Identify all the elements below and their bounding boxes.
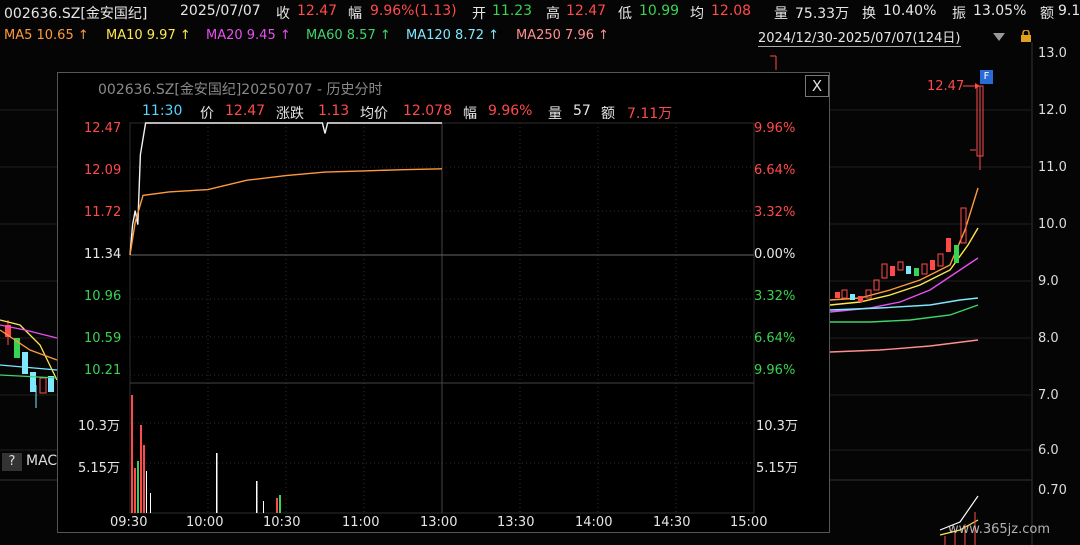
amount-label: 额 <box>1040 6 1054 22</box>
volume-value: 75.33万 <box>795 6 850 22</box>
info-avg: 12.078 <box>403 103 452 119</box>
axis-tick: 12.0 <box>1038 103 1067 118</box>
close-label: 收 <box>276 6 290 22</box>
time-tick: 14:00 <box>575 515 613 530</box>
right-pct-tick: 6.64% <box>754 163 796 178</box>
avg-value: 12.08 <box>711 3 752 19</box>
price-axis: 13.0 12.0 11.0 10.0 9.0 8.0 7.0 6.0 0.70 <box>1032 42 1080 545</box>
time-tick: 14:30 <box>653 515 691 530</box>
amplitude-value: 13.05% <box>973 3 1027 19</box>
open-value: 11.23 <box>492 3 533 19</box>
ma5-label: MA5 10.65 ↑ <box>4 28 89 43</box>
low-label: 低 <box>618 6 632 22</box>
info-vol-label: 量 <box>548 106 562 122</box>
right-candles <box>770 55 984 302</box>
axis-tick: 9.0 <box>1038 274 1059 289</box>
time-tick: 10:30 <box>263 515 301 530</box>
right-pct-tick: 0.00% <box>754 247 796 262</box>
time-tick: 10:00 <box>186 515 224 530</box>
kline-high-label: 12.47 <box>927 79 965 94</box>
time-tick: 09:30 <box>110 515 148 530</box>
info-amt-label: 额 <box>601 106 615 122</box>
info-price: 12.47 <box>225 103 266 119</box>
time-tick: 13:30 <box>497 515 535 530</box>
right-pct-tick: 9.96% <box>754 363 796 378</box>
volume-tick: 10.3万 <box>78 419 120 434</box>
amount-value: 9.1 <box>1058 3 1080 19</box>
left-price-tick: 10.21 <box>84 363 122 378</box>
range-dropdown-icon[interactable] <box>992 32 1006 42</box>
left-price-tick: 11.72 <box>84 205 122 220</box>
right-pct-tick: 3.32% <box>754 205 796 220</box>
avg-label: 均 <box>690 6 704 22</box>
f-badge[interactable]: F <box>980 70 993 84</box>
ma250-label: MA250 7.96 ↑ <box>516 28 610 43</box>
amplitude-label: 振 <box>952 6 966 22</box>
info-chg-label: 涨跌 <box>276 106 304 122</box>
popup-close-button[interactable]: X <box>805 75 829 97</box>
help-button[interactable]: ? <box>2 453 22 471</box>
info-price-label: 价 <box>200 106 214 122</box>
axis-tick: 6.0 <box>1038 443 1059 458</box>
close-value: 12.47 <box>297 3 338 19</box>
info-avg-label: 均价 <box>360 106 388 122</box>
quote-header: 002636.SZ[金安国纪] 2025/07/07 收 12.47 幅 9.9… <box>0 0 1080 24</box>
info-time: 11:30 <box>142 103 183 119</box>
change-label: 幅 <box>348 6 362 22</box>
ma60-label: MA60 8.57 ↑ <box>306 28 391 43</box>
macd-label[interactable]: MAC <box>26 453 58 469</box>
turnover-label: 换 <box>862 6 876 22</box>
right-pct-tick: 6.64% <box>754 331 796 346</box>
axis-tick: 0.70 <box>1038 483 1067 498</box>
volume-label: 量 <box>774 6 788 22</box>
info-chg: 1.13 <box>318 103 350 119</box>
info-pct: 9.96% <box>488 103 533 119</box>
lock-icon[interactable] <box>1020 30 1032 42</box>
price-line <box>129 122 442 256</box>
volume-tick: 5.15万 <box>756 461 798 476</box>
change-value: 9.96%(1.13) <box>370 3 457 19</box>
quote-date: 2025/07/07 <box>180 3 261 19</box>
time-tick: 15:00 <box>730 515 768 530</box>
right-pct-tick: 9.96% <box>754 121 796 136</box>
volume-tick: 10.3万 <box>756 419 798 434</box>
left-price-tick: 12.09 <box>84 163 122 178</box>
left-price-tick: 10.96 <box>84 289 122 304</box>
left-candles <box>5 320 54 408</box>
low-value: 10.99 <box>639 3 680 19</box>
intraday-popup[interactable]: 002636.SZ[金安国纪]20250707 - 历史分时 X 11:30 价… <box>57 72 830 533</box>
ma10-label: MA10 9.97 ↑ <box>106 28 191 43</box>
ma-legend: MA5 10.65 ↑ MA10 9.97 ↑ MA20 9.45 ↑ MA60… <box>0 26 1080 48</box>
stock-code: 002636.SZ[金安国纪] <box>4 6 148 22</box>
ma20-label: MA20 9.45 ↑ <box>206 28 291 43</box>
high-label: 高 <box>546 6 560 22</box>
date-range-selector[interactable]: 2024/12/30-2025/07/07(124日) <box>758 27 961 47</box>
info-pct-label: 幅 <box>463 106 477 122</box>
turnover-value: 10.40% <box>883 3 937 19</box>
left-price-tick: 11.34 <box>84 247 122 262</box>
info-vol: 57 <box>573 103 591 119</box>
high-value: 12.47 <box>566 3 607 19</box>
axis-tick: 8.0 <box>1038 331 1059 346</box>
ma120-label: MA120 8.72 ↑ <box>406 28 500 43</box>
right-pct-tick: 3.32% <box>754 289 796 304</box>
watermark: www.365jz.com <box>948 522 1050 537</box>
axis-tick: 13.0 <box>1038 46 1067 61</box>
axis-tick: 10.0 <box>1038 217 1067 232</box>
left-price-tick: 10.59 <box>84 331 122 346</box>
volume-bars <box>131 395 281 513</box>
left-price-tick: 12.47 <box>84 121 122 136</box>
avg-price-line <box>129 168 443 256</box>
open-label: 开 <box>472 6 486 22</box>
axis-tick: 7.0 <box>1038 388 1059 403</box>
volume-tick: 5.15万 <box>78 461 120 476</box>
axis-tick: 11.0 <box>1038 160 1067 175</box>
time-tick: 13:00 <box>420 515 458 530</box>
popup-title: 002636.SZ[金安国纪]20250707 - 历史分时 <box>98 82 383 98</box>
intraday-chart[interactable] <box>58 73 831 534</box>
time-tick: 11:00 <box>342 515 380 530</box>
info-amt: 7.11万 <box>627 106 673 122</box>
